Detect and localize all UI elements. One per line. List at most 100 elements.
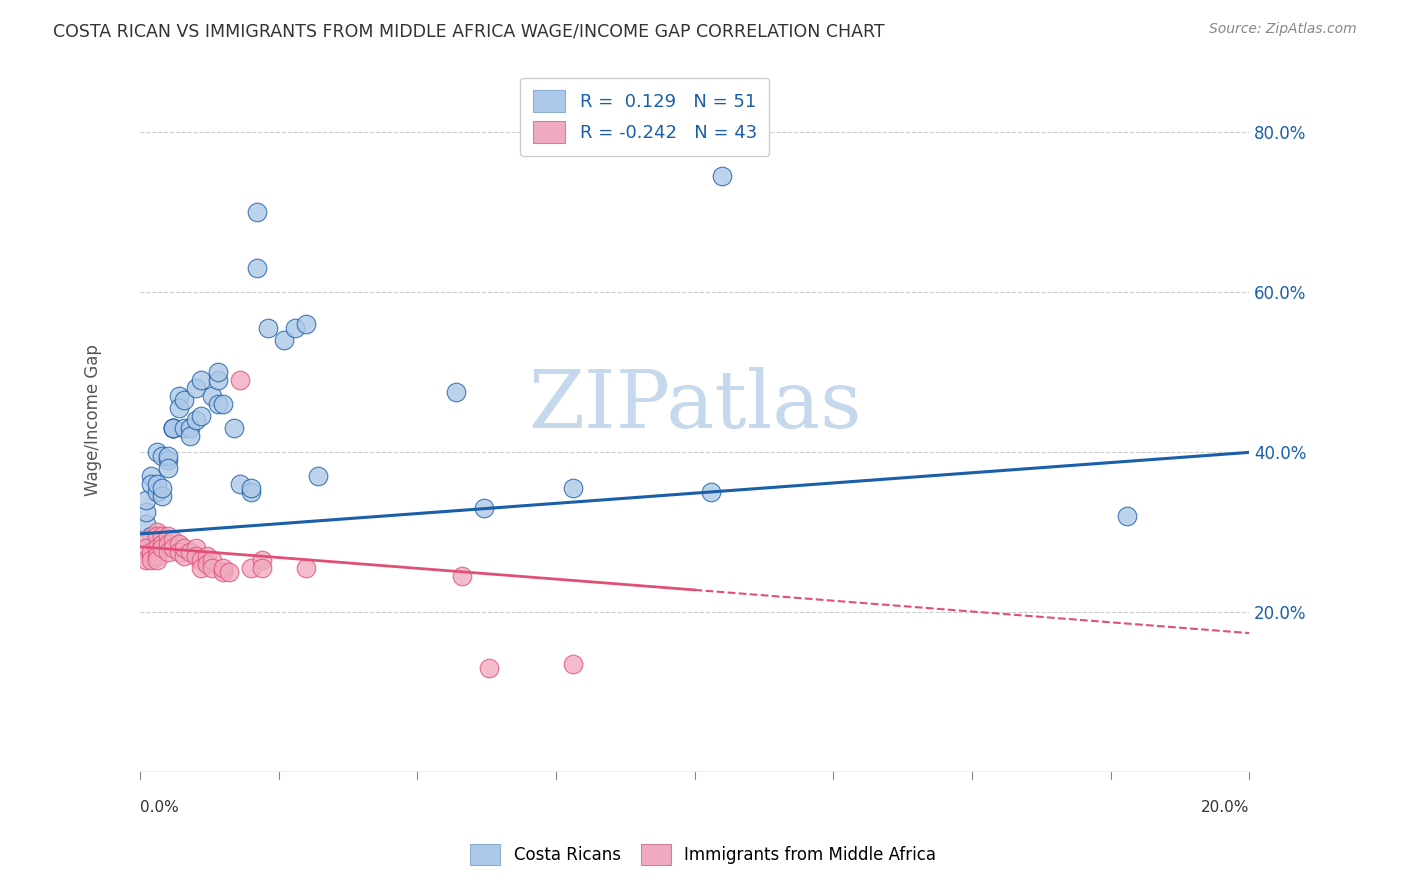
- Point: [240, 481, 263, 495]
- Point: [229, 477, 252, 491]
- Point: [141, 553, 163, 567]
- Point: [145, 549, 167, 564]
- Point: [173, 541, 195, 556]
- Point: [245, 205, 267, 219]
- Point: [141, 529, 163, 543]
- Point: [162, 421, 184, 435]
- Point: [135, 541, 157, 556]
- Point: [173, 421, 195, 435]
- Point: [240, 561, 263, 575]
- Point: [478, 661, 501, 675]
- Point: [156, 537, 179, 551]
- Point: [444, 385, 467, 400]
- Point: [472, 501, 495, 516]
- Point: [711, 169, 734, 184]
- Point: [207, 373, 229, 387]
- Point: [190, 409, 212, 424]
- Point: [150, 537, 173, 551]
- Point: [156, 453, 179, 467]
- Point: [162, 541, 184, 556]
- Point: [156, 545, 179, 559]
- Point: [218, 566, 240, 580]
- Point: [167, 545, 190, 559]
- Point: [156, 450, 179, 464]
- Point: [179, 429, 201, 443]
- Point: [150, 481, 173, 495]
- Point: [135, 553, 157, 567]
- Point: [173, 549, 195, 564]
- Point: [207, 365, 229, 379]
- Point: [167, 401, 190, 416]
- Point: [167, 537, 190, 551]
- Point: [201, 553, 224, 567]
- Point: [184, 381, 207, 395]
- Point: [145, 553, 167, 567]
- Point: [190, 561, 212, 575]
- Point: [561, 657, 583, 672]
- Point: [224, 421, 246, 435]
- Point: [195, 549, 218, 564]
- Point: [184, 549, 207, 564]
- Point: [273, 334, 295, 348]
- Point: [212, 566, 235, 580]
- Point: [190, 553, 212, 567]
- Point: [145, 445, 167, 459]
- Text: 0.0%: 0.0%: [141, 800, 179, 815]
- Point: [150, 541, 173, 556]
- Point: [195, 558, 218, 572]
- Point: [162, 421, 184, 435]
- Point: [295, 318, 318, 332]
- Point: [256, 321, 278, 335]
- Point: [250, 561, 273, 575]
- Point: [141, 545, 163, 559]
- Point: [162, 421, 184, 435]
- Text: Source: ZipAtlas.com: Source: ZipAtlas.com: [1209, 22, 1357, 37]
- Point: [229, 373, 252, 387]
- Point: [150, 529, 173, 543]
- Point: [156, 529, 179, 543]
- Point: [150, 489, 173, 503]
- Point: [190, 373, 212, 387]
- Text: COSTA RICAN VS IMMIGRANTS FROM MIDDLE AFRICA WAGE/INCOME GAP CORRELATION CHART: COSTA RICAN VS IMMIGRANTS FROM MIDDLE AF…: [53, 22, 884, 40]
- Point: [162, 533, 184, 548]
- Point: [135, 493, 157, 508]
- Point: [141, 469, 163, 483]
- Point: [135, 533, 157, 548]
- Point: [135, 517, 157, 532]
- Point: [141, 549, 163, 564]
- Legend: Costa Ricans, Immigrants from Middle Africa: Costa Ricans, Immigrants from Middle Afr…: [460, 834, 946, 875]
- Point: [145, 529, 167, 543]
- Text: 20.0%: 20.0%: [1201, 800, 1250, 815]
- Point: [141, 477, 163, 491]
- Point: [212, 561, 235, 575]
- Point: [245, 261, 267, 276]
- Point: [145, 485, 167, 500]
- Point: [1116, 509, 1139, 524]
- Point: [150, 450, 173, 464]
- Point: [162, 421, 184, 435]
- Point: [167, 389, 190, 403]
- Point: [240, 485, 263, 500]
- Legend: R =  0.129   N = 51, R = -0.242   N = 43: R = 0.129 N = 51, R = -0.242 N = 43: [520, 78, 769, 156]
- Point: [700, 485, 723, 500]
- Point: [184, 541, 207, 556]
- Point: [201, 561, 224, 575]
- Point: [307, 469, 329, 483]
- Point: [145, 525, 167, 540]
- Point: [201, 389, 224, 403]
- Point: [450, 569, 472, 583]
- Point: [145, 541, 167, 556]
- Point: [145, 477, 167, 491]
- Point: [184, 413, 207, 427]
- Point: [212, 397, 235, 411]
- Text: ZIPatlas: ZIPatlas: [527, 368, 862, 445]
- Point: [173, 393, 195, 408]
- Point: [295, 561, 318, 575]
- Point: [284, 321, 307, 335]
- Point: [207, 397, 229, 411]
- Point: [135, 505, 157, 519]
- Point: [561, 481, 583, 495]
- Point: [156, 461, 179, 475]
- Point: [250, 553, 273, 567]
- Point: [179, 545, 201, 559]
